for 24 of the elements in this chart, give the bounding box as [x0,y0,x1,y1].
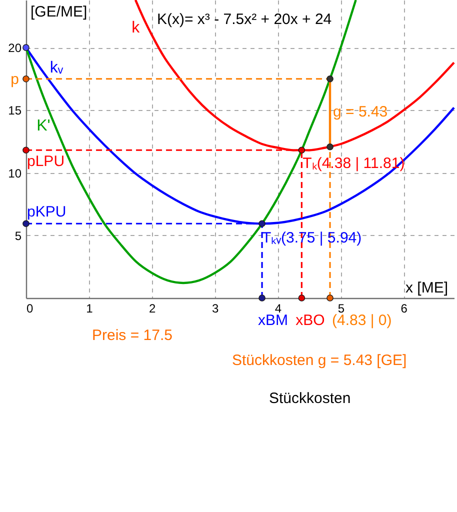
annotation: g = 5.43 [333,103,388,120]
y-tick-label: 15 [8,104,22,118]
annotation: xBO [296,312,325,329]
x-tick-label: 6 [400,302,408,316]
y-tick-label: 20 [8,41,22,56]
y-axis-title: [GE/ME] [30,4,88,20]
x-tick-label: 2 [149,302,156,316]
annotation: pLPU [27,153,65,170]
x-tick-label: 1 [86,302,94,316]
annotation: Tₖᵥ(3.75 | 5.94) [262,230,362,247]
text: Preis = 17.5 [92,327,172,344]
x-tick-label: 3 [212,302,219,316]
x-tick-label: 0 [26,302,34,316]
series-label: k [132,20,141,37]
text: Stückkosten [269,390,351,407]
annotation: pKPU [27,204,66,221]
annotation: K(x)= x³ - 7.5x² + 20x + 24 [157,11,332,28]
series-label: kᵥ [50,59,64,76]
series-label: K' [36,117,50,134]
x-axis-title: x [ME] [406,280,448,296]
annotation: p [10,70,19,88]
text: Stückkosten g = 5.43 [GE] [232,352,407,369]
y-tick-label: 10 [8,166,22,180]
y-tick-label: 5 [14,228,22,243]
